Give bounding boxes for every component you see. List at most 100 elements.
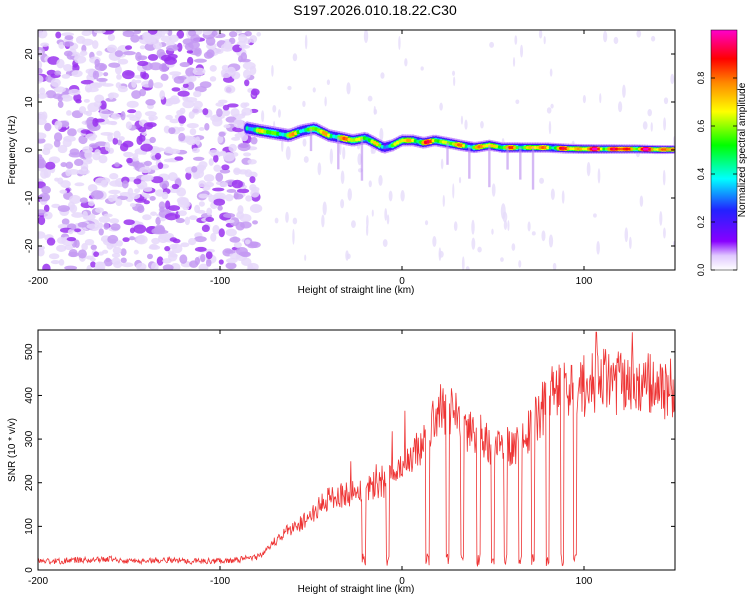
noise-speck (480, 120, 484, 129)
noise-blob (213, 48, 224, 55)
noise-speck (363, 30, 369, 44)
noise-speck (458, 176, 462, 184)
noise-speck (379, 127, 384, 141)
noise-blob (38, 118, 47, 126)
noise-blob (235, 30, 243, 34)
noise-blob (204, 181, 215, 188)
noise-blob (125, 121, 133, 130)
noise-blob (193, 58, 207, 63)
noise-blob (176, 187, 187, 197)
noise-blob (38, 49, 43, 57)
signal-track-cell (581, 147, 586, 151)
spectrogram-ylabel: Frequency (Hz) (7, 116, 18, 185)
noise-speck (378, 175, 383, 186)
noise-blob (103, 258, 113, 267)
snr-y-tick-label: 200 (24, 474, 35, 491)
noise-speck (326, 79, 331, 86)
noise-speck (285, 211, 289, 223)
snr-x-tick-label: -200 (28, 576, 48, 587)
noise-blob (100, 131, 114, 136)
noise-blob (250, 136, 258, 145)
signal-track-cell (350, 138, 354, 143)
noise-blob (48, 156, 61, 164)
noise-blob (142, 214, 152, 221)
noise-blob (143, 200, 150, 205)
noise-blob (115, 198, 123, 207)
noise-blob (157, 31, 166, 38)
noise-blob (122, 140, 134, 148)
noise-blob (96, 50, 103, 56)
noise-blob (166, 45, 179, 52)
signal-track-cell (513, 145, 517, 150)
noise-speck (596, 241, 600, 255)
noise-blob (184, 216, 191, 226)
noise-blob (66, 110, 72, 116)
noise-blob (162, 264, 174, 270)
noise-blob (129, 227, 135, 234)
noise-speck (339, 141, 342, 156)
noise-blob (39, 87, 46, 95)
noise-blob (177, 126, 185, 132)
noise-blob (132, 152, 139, 159)
noise-blob (199, 81, 212, 89)
noise-blob (90, 244, 97, 251)
noise-blob (194, 246, 207, 252)
signal-track-cell (574, 147, 578, 151)
noise-blob (129, 203, 136, 208)
signal-track-cell (625, 147, 629, 151)
signal-track-cell (403, 138, 408, 143)
spectrogram-x-tick-label: 0 (399, 276, 405, 287)
noise-speck (368, 180, 372, 188)
noise-blob (112, 137, 118, 145)
noise-blob (192, 67, 206, 76)
noise-blob (231, 71, 241, 80)
noise-speck (366, 214, 369, 229)
noise-blob (149, 62, 163, 71)
noise-blob (141, 151, 147, 155)
noise-speck (539, 177, 545, 184)
noise-speck (647, 109, 652, 117)
noise-speck (442, 194, 445, 207)
noise-speck (322, 201, 327, 216)
noise-speck (593, 213, 597, 218)
noise-speck (662, 169, 666, 186)
noise-blob (110, 223, 121, 231)
colorbar-ticks: 0.0 0.2 0.4 0.6 0.8 (696, 72, 737, 276)
noise-blob (165, 41, 175, 47)
noise-speck (465, 266, 470, 270)
noise-blob (223, 151, 235, 162)
noise-speck (491, 228, 494, 235)
noise-blob (152, 41, 163, 50)
noise-blob (205, 216, 215, 223)
signal-track-cell (660, 148, 665, 151)
noise-blob (94, 118, 105, 123)
noise-blob (200, 253, 206, 263)
noise-blob (101, 115, 109, 120)
noise-blob (38, 74, 44, 84)
noise-blob (148, 115, 158, 121)
noise-blob (226, 188, 237, 193)
noise-blob (55, 31, 62, 39)
noise-speck (663, 227, 666, 239)
noise-blob (108, 92, 114, 100)
snr-series-line (38, 331, 675, 567)
noise-blob (229, 236, 241, 243)
noise-blob (131, 79, 137, 88)
spectrogram-y-tick-label: 0 (24, 147, 35, 153)
noise-blob (93, 101, 102, 108)
noise-blob (115, 82, 122, 89)
noise-blob (237, 142, 251, 152)
noise-speck (549, 68, 553, 77)
noise-blob (189, 128, 197, 136)
noise-blob (242, 152, 252, 157)
noise-blob (74, 228, 81, 233)
noise-blob (101, 83, 114, 87)
noise-speck (452, 70, 456, 76)
noise-speck (603, 30, 608, 43)
noise-blob (38, 30, 43, 37)
noise-speck (292, 217, 298, 225)
noise-blob (164, 213, 178, 221)
noise-blob (168, 205, 181, 212)
signal-track-cell (615, 147, 619, 151)
noise-blob (247, 159, 257, 165)
